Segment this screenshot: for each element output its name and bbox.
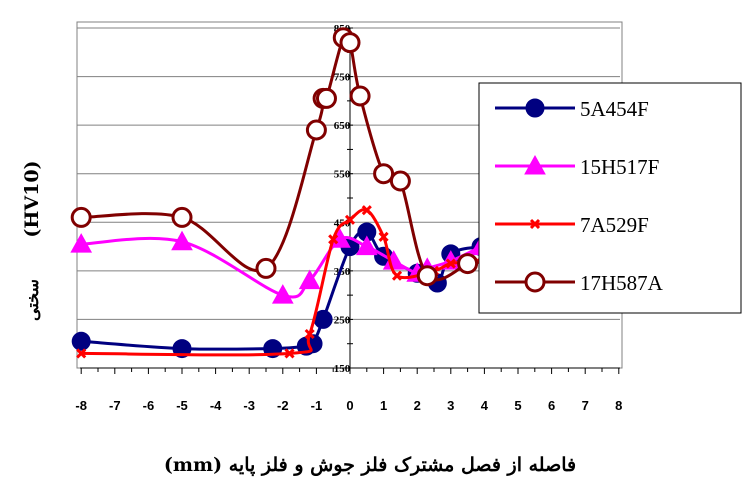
data-point-stroke [76,348,87,359]
data-point [355,235,378,256]
data-point-stroke [328,234,339,245]
x-tick-label: 7 [582,398,589,413]
x-tick-label: -8 [75,398,87,413]
data-point [391,270,403,281]
data-point [457,253,479,275]
x-tick-label: -2 [277,398,289,413]
x-tick-label: 2 [414,398,421,413]
y-tick-label: 750 [334,72,351,84]
x-tick-label: 1 [380,398,387,413]
data-point [71,331,91,351]
y-tick-label: 250 [334,314,351,326]
x-tick-label: 5 [514,398,521,413]
data-point [524,154,546,175]
y-tick-label: 150 [334,363,351,375]
data-point [524,271,546,293]
legend-item: 15H517F [495,154,659,179]
x-tick-label: -7 [109,398,121,413]
data-point [328,234,339,245]
legend-label: 15H517F [580,155,659,179]
x-tick-label: 6 [548,398,555,413]
y-tick-label: 550 [334,169,351,181]
data-point [361,205,372,216]
data-point [349,85,371,107]
legend-item: 5A454F [495,97,649,121]
x-tick-label: 8 [615,398,622,413]
legend-item: 17H587A [495,271,664,295]
data-point-stroke [529,218,541,230]
legend: 5A454F 15H517F 7A529F 17H587A [478,82,742,314]
legend-label: 7A529F [580,213,649,237]
data-point-stroke [378,231,389,242]
data-point [445,258,456,269]
data-point [271,284,294,304]
data-point [171,206,193,228]
data-point [373,163,395,185]
x-tick-label: -1 [311,398,323,413]
legend-box [478,82,742,314]
x-tick-label: -6 [143,398,155,413]
x-tick-label: -3 [243,398,255,413]
x-tick-label: -4 [210,398,222,413]
series-17H587A [70,27,479,287]
data-point-stroke [304,328,315,340]
data-point [525,98,545,118]
y-axis-unit: (HV10) [21,160,43,237]
x-tick-label: -5 [176,398,188,413]
data-point [339,32,361,54]
data-point [344,214,356,225]
data-point-stroke [391,270,403,281]
data-point-stroke [284,348,295,359]
data-point-stroke [445,258,456,269]
data-point-stroke [344,214,356,225]
y-tick-label: 650 [334,120,351,132]
data-point [315,87,337,109]
legend-label: 17H587A [580,271,664,295]
data-point [305,119,327,141]
data-point [298,269,321,290]
data-point [416,265,438,287]
data-point [378,231,389,242]
legend-item: 7A529F [495,213,649,237]
x-tick-label: 4 [481,398,489,413]
x-axis-title: فاصله از فصل مشترک فلز جوش و فلز پایه (m… [164,454,576,476]
data-point [529,218,541,230]
data-point [70,233,93,253]
x-tick-label: 3 [447,398,454,413]
data-point [76,348,87,359]
x-tick-label: 0 [346,398,353,413]
data-point [171,230,193,251]
data-point [255,257,277,279]
data-point [70,206,92,228]
data-point-stroke [361,205,372,216]
y-axis-title: سختی [23,279,42,321]
data-point [304,328,315,340]
legend-label: 5A454F [580,97,649,121]
data-point [389,170,411,192]
data-point [284,348,295,359]
